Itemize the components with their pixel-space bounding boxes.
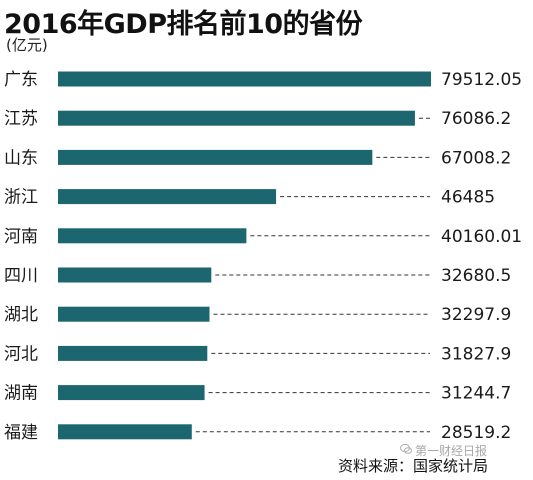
data-label: 31244.7 bbox=[441, 384, 511, 404]
data-label: 79512.05 bbox=[441, 70, 522, 90]
category-label: 山东 bbox=[4, 148, 38, 168]
unit-label: (亿元) bbox=[6, 36, 48, 54]
data-label: 40160.01 bbox=[441, 227, 522, 247]
category-label: 江苏 bbox=[4, 109, 38, 129]
source-note: 资料来源：国家统计局 bbox=[338, 457, 489, 475]
data-label: 31827.9 bbox=[441, 344, 511, 364]
data-label: 46485 bbox=[441, 188, 495, 208]
bar bbox=[58, 267, 212, 283]
watermark: 第一财经日报 bbox=[415, 444, 488, 458]
data-label: 67008.2 bbox=[441, 148, 511, 168]
data-label: 28519.2 bbox=[441, 423, 511, 443]
bar bbox=[58, 189, 277, 205]
bar bbox=[58, 71, 431, 87]
bar bbox=[58, 228, 247, 244]
bar bbox=[58, 149, 373, 165]
bar bbox=[58, 385, 205, 401]
data-label: 32680.5 bbox=[441, 266, 511, 286]
category-label: 河南 bbox=[4, 227, 38, 247]
category-label: 河北 bbox=[4, 344, 38, 364]
bar bbox=[58, 424, 192, 440]
category-label: 福建 bbox=[4, 423, 38, 443]
bar bbox=[58, 345, 208, 361]
bar bbox=[58, 306, 210, 322]
category-label: 湖北 bbox=[4, 305, 38, 325]
category-label: 广东 bbox=[4, 70, 38, 90]
chart-title: 2016年GDP排名前10的省份 bbox=[4, 9, 363, 40]
data-label: 76086.2 bbox=[441, 109, 511, 129]
bar bbox=[58, 110, 415, 126]
data-label: 32297.9 bbox=[441, 305, 511, 325]
category-label: 浙江 bbox=[4, 188, 38, 208]
category-label: 四川 bbox=[4, 266, 38, 286]
category-label: 湖南 bbox=[4, 384, 38, 404]
wechat-icon bbox=[400, 443, 412, 454]
